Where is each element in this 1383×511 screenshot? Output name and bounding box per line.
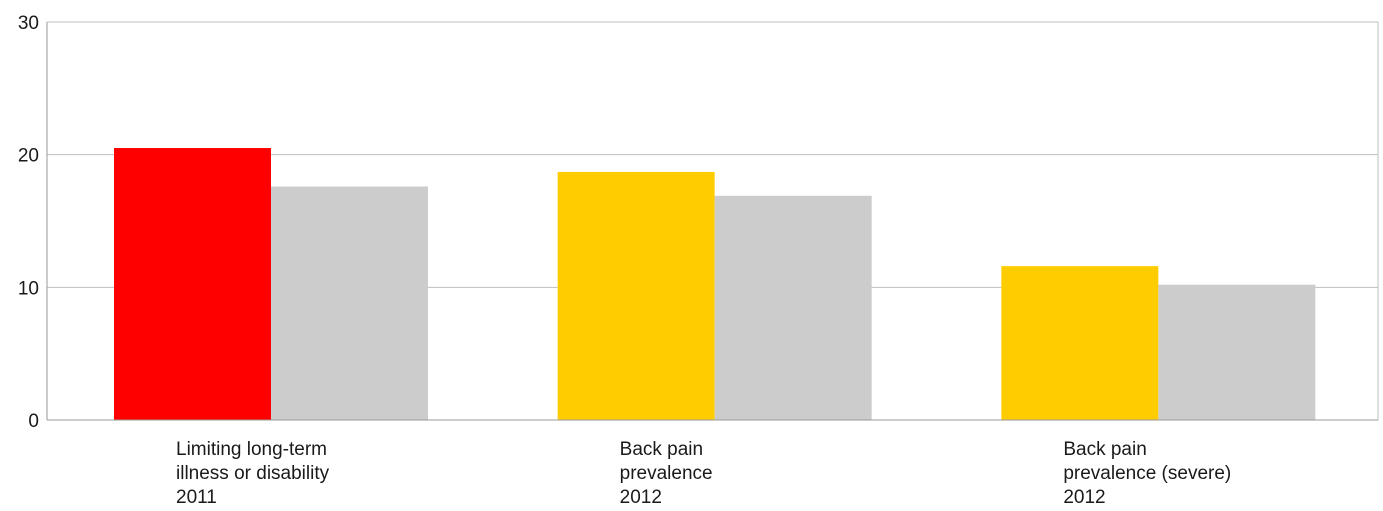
bar-3-series-2 (1158, 284, 1316, 420)
y-tick-label: 10 (18, 278, 39, 299)
x-category-label: 2012 (1063, 487, 1105, 508)
bar-1-series-1 (114, 148, 271, 421)
x-category-label: illness or disability (176, 463, 330, 484)
x-category-label: Back pain (620, 439, 703, 460)
x-category-label: prevalence (severe) (1063, 463, 1231, 484)
bar-2-series-1 (557, 171, 715, 420)
x-category-label: 2011 (176, 487, 217, 508)
y-tick-label: 30 (18, 13, 39, 34)
x-category-label: Limiting long-term (176, 439, 327, 460)
axes (46, 21, 1379, 421)
bar-1-series-2 (271, 186, 428, 420)
bar-3-series-1 (1001, 266, 1159, 420)
x-category-label: prevalence (620, 463, 713, 484)
x-category-label: Back pain (1063, 439, 1146, 460)
y-tick-label: 20 (18, 146, 39, 167)
bars (114, 148, 1316, 421)
x-category-label: 2012 (620, 487, 662, 508)
y-tick-label: 0 (28, 411, 39, 432)
bar-2-series-2 (714, 195, 872, 420)
labels: 0 10 20 30 Limiting long-term illness or disa… (18, 13, 1231, 508)
